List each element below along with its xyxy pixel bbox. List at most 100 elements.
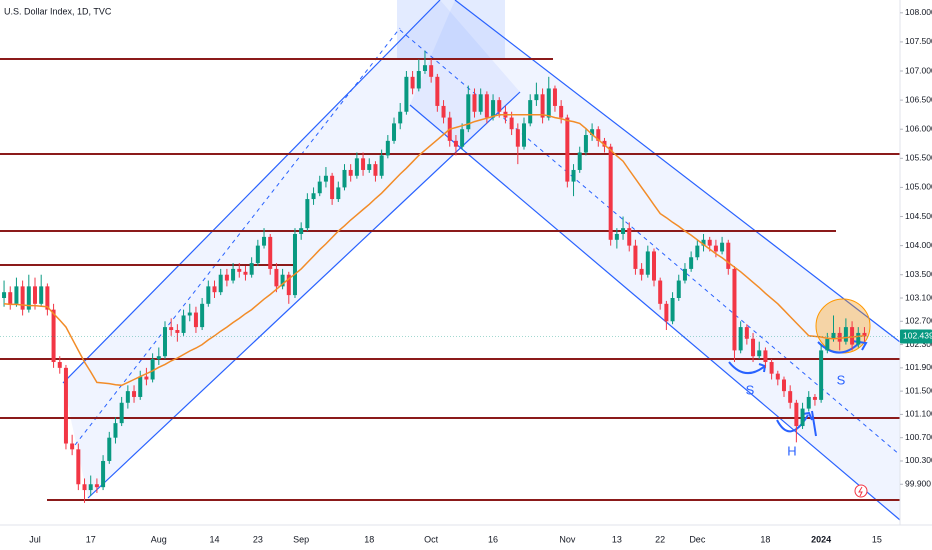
candle-body [435, 76, 440, 106]
candle-body [497, 100, 502, 112]
candle-body [812, 396, 817, 400]
candle-body [429, 65, 434, 77]
candle-body [509, 117, 514, 130]
pattern-arrow [776, 410, 817, 437]
y-tick-label: 101.900 [905, 362, 932, 372]
y-tick-label: 105.500 [905, 153, 932, 163]
candle-body [658, 280, 663, 304]
x-tick-label: Oct [424, 534, 439, 544]
candle-body [732, 268, 737, 351]
candle-body [26, 286, 31, 310]
candle-body [8, 292, 13, 304]
candle-body [515, 129, 520, 147]
candle-body [348, 169, 353, 176]
x-tick-label: 2024 [811, 534, 831, 544]
candle-body [806, 396, 811, 409]
candle-body [472, 94, 477, 112]
candle-body [590, 129, 595, 136]
candle-body [546, 88, 551, 118]
candle-body [608, 146, 613, 240]
plot [2, 50, 867, 503]
candle-body [193, 312, 198, 328]
y-tick-label: 103.500 [905, 269, 932, 279]
candle-body [218, 274, 223, 293]
candle-body [837, 332, 842, 342]
candle-body [76, 449, 81, 485]
y-tick-label: 107.500 [905, 36, 932, 46]
candle-body [571, 169, 576, 182]
last-price-box [900, 329, 932, 344]
channel-midline [74, 27, 401, 446]
candle-body [162, 327, 167, 357]
candle-body [633, 245, 638, 269]
candle-body [528, 100, 533, 124]
candle-body [416, 71, 421, 89]
y-tick-label: 107.000 [905, 65, 932, 75]
candle-body [583, 135, 588, 153]
x-tick-label: Sep [293, 534, 309, 544]
candle-body [664, 303, 669, 322]
candle-body [763, 350, 768, 363]
candle-body [862, 332, 867, 337]
annotation: S [746, 382, 755, 397]
candle-body [775, 373, 780, 380]
candle-body [299, 228, 304, 234]
candle-body [57, 362, 62, 368]
candle-body [14, 286, 19, 304]
candle-body [187, 312, 192, 316]
candle-body [63, 367, 68, 444]
candle-body [652, 251, 656, 281]
candle-body [280, 274, 285, 287]
candle-body [336, 187, 341, 200]
candle-body [645, 251, 650, 275]
candle-body [311, 193, 316, 200]
candle-body [342, 169, 347, 188]
candle-body [101, 460, 106, 488]
candle-body [682, 268, 687, 281]
candle-body [169, 327, 174, 331]
candle-body [676, 280, 681, 299]
candle-body [206, 286, 211, 304]
candle-body [268, 236, 273, 269]
last-price-label: 102.439 [903, 331, 932, 341]
candle-body [726, 242, 731, 269]
candle-body [144, 376, 149, 380]
candle-body [695, 245, 700, 258]
candle-body [788, 391, 793, 403]
candle-body [577, 152, 582, 170]
channel-line [409, 104, 901, 521]
candle-body [769, 362, 774, 374]
channel-line [62, 0, 441, 384]
candle-body [82, 484, 87, 491]
annotation: S [837, 372, 846, 387]
candle-body [404, 76, 409, 112]
x-tick-label: 15 [872, 534, 882, 544]
x-tick-label: 16 [488, 534, 498, 544]
x-tick-label: 23 [253, 534, 263, 544]
candle-body [367, 164, 372, 170]
candle-body [596, 129, 601, 141]
y-tick-label: 103.100 [905, 292, 932, 302]
candle-body [627, 228, 632, 246]
candle-body [125, 391, 130, 403]
candle-body [113, 423, 118, 438]
channel-fill [63, 0, 520, 498]
x-tick-label: Nov [559, 534, 576, 544]
candle-body [559, 105, 564, 118]
candle-body [781, 379, 786, 392]
candle-body [639, 268, 644, 275]
candle-body [323, 175, 328, 182]
candle-body [132, 391, 137, 397]
y-tick-label: 101.500 [905, 385, 932, 395]
candle-body [292, 233, 297, 296]
y-tick-label: 100.300 [905, 455, 932, 465]
alert-icon-bolt [858, 486, 863, 497]
candle-body [825, 338, 830, 351]
candle-body [156, 356, 161, 360]
alert-icon[interactable] [854, 484, 868, 498]
candle-body [354, 158, 359, 176]
channel-line [87, 91, 521, 499]
candle-body [522, 123, 527, 147]
candle-body [181, 315, 186, 333]
